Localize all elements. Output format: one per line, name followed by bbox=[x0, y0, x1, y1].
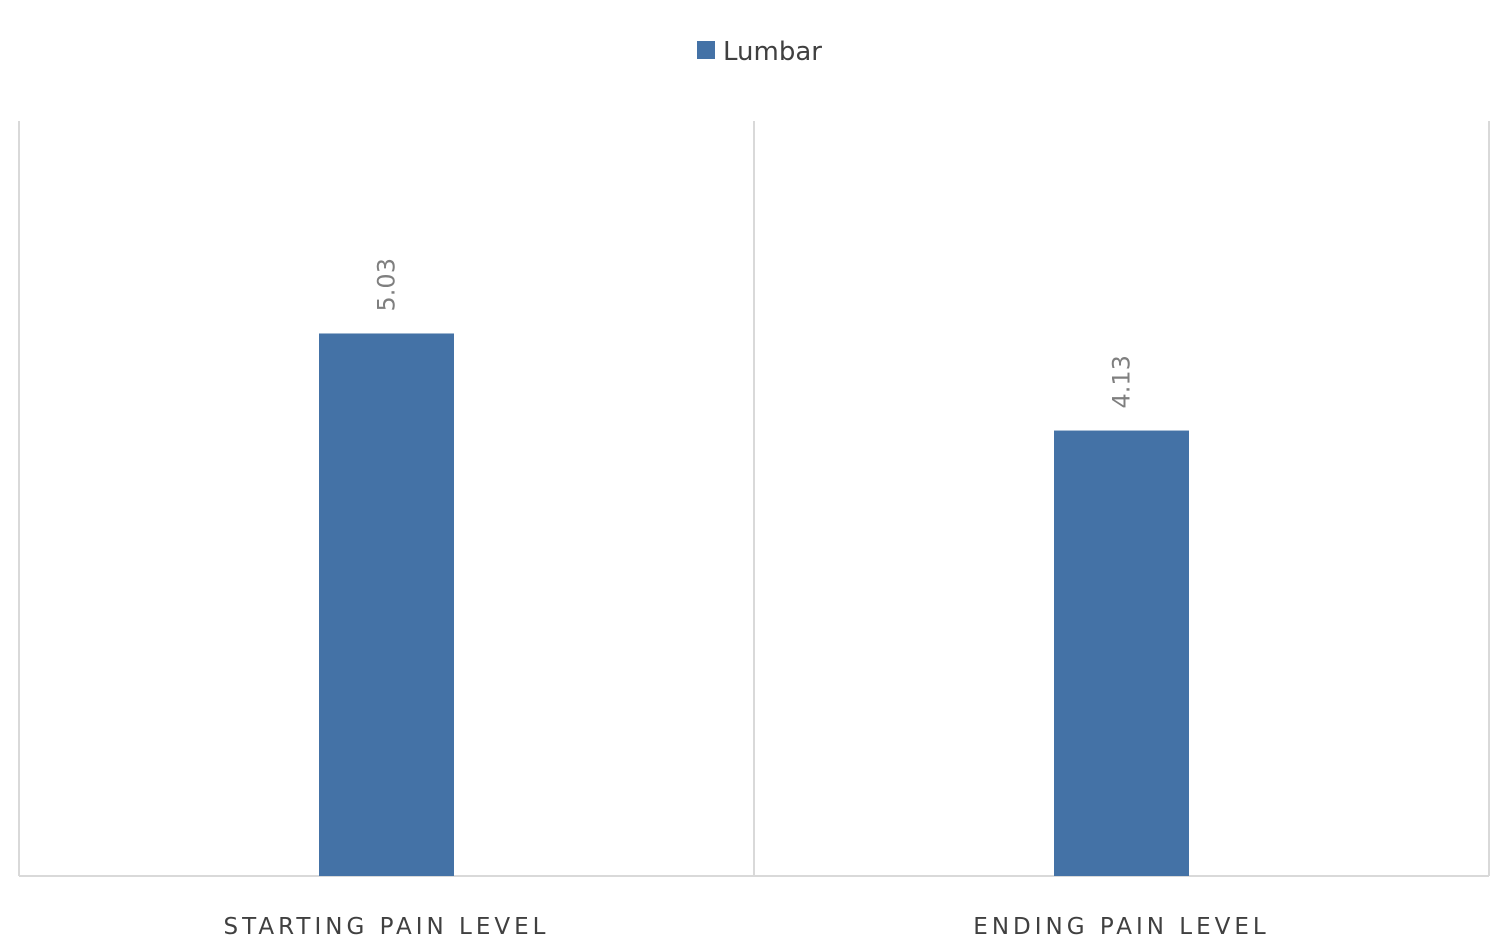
data-label: 5.03 bbox=[373, 258, 401, 311]
bars bbox=[319, 333, 1189, 876]
category-labels: STARTING PAIN LEVEL ENDING PAIN LEVEL bbox=[224, 914, 1269, 940]
plot-frame bbox=[18, 121, 1490, 877]
legend-swatch-lumbar bbox=[697, 41, 715, 59]
bar-starting bbox=[319, 333, 454, 876]
legend: Lumbar bbox=[697, 37, 822, 67]
category-label: STARTING PAIN LEVEL bbox=[224, 914, 550, 940]
data-label: 4.13 bbox=[1108, 355, 1136, 408]
category-label: ENDING PAIN LEVEL bbox=[973, 914, 1269, 940]
bar-ending bbox=[1054, 430, 1189, 876]
data-labels: 5.03 4.13 bbox=[373, 258, 1136, 409]
legend-label-lumbar: Lumbar bbox=[723, 37, 822, 67]
